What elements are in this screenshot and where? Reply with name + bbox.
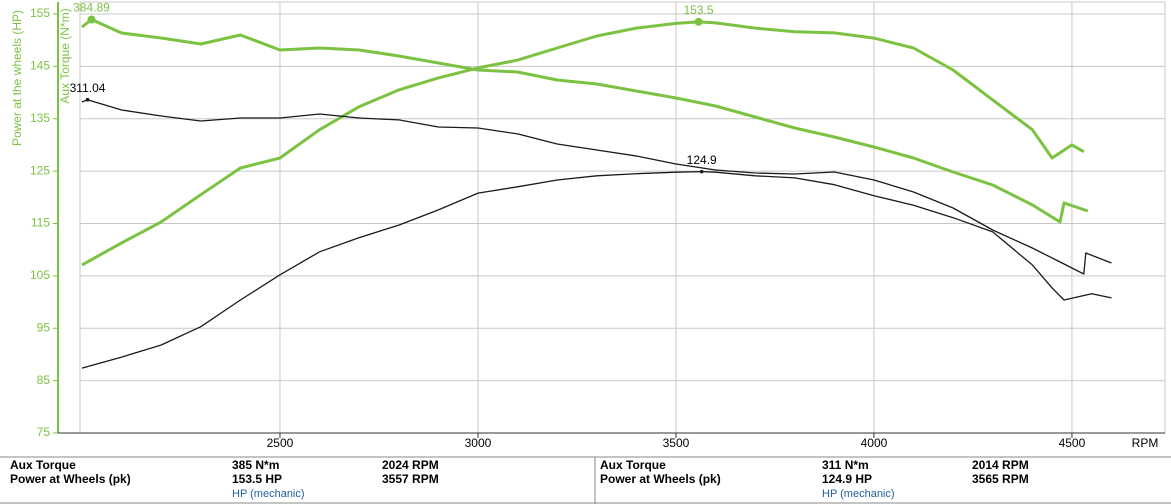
lines: 153.5 384.89 124.9 311.04 (70, 1, 1112, 369)
y-tick-label: 95 (37, 320, 51, 334)
peak-label: 384.89 (73, 1, 110, 15)
y-tick-label: 135 (30, 111, 50, 125)
series-line (81, 99, 1112, 275)
panel-cell: 2024 RPM (382, 458, 439, 472)
series-line (81, 170, 1112, 369)
panel-cell: 3557 RPM (382, 472, 439, 486)
x-axis-label: RPM (1132, 436, 1159, 450)
y-axis-label: Power at the wheels (HP) (10, 10, 24, 146)
y-tick-label: 145 (30, 59, 50, 73)
peak-label: 124.9 (687, 153, 717, 167)
y-tick-label: 85 (37, 373, 51, 387)
panel-note: HP (mechanic) (822, 488, 895, 500)
y-tick-label: 115 (31, 216, 50, 230)
panel-cell: Power at Wheels (pk) (600, 472, 721, 486)
series-line (81, 20, 1085, 267)
y-tick-label: 75 (37, 425, 51, 439)
panel-cell: 3565 RPM (972, 472, 1029, 486)
panel-cell: 385 N*m (232, 458, 279, 472)
x-tick-label: 4000 (861, 436, 888, 450)
peak-marker (85, 97, 90, 102)
panel-note: HP (mechanic) (232, 488, 305, 500)
x-tick-label: 4500 (1059, 436, 1086, 450)
panel-cell: Aux Torque (10, 458, 76, 472)
y2-axis-label: Aux Torque (N*m) (58, 8, 72, 103)
panel-cell: 311 N*m (822, 458, 869, 472)
x-tick-label: 3500 (663, 436, 690, 450)
panel-cell: Aux Torque (600, 458, 666, 472)
x-tick-label: 3000 (465, 436, 492, 450)
summary-panels: Aux Torque 385 N*m 2024 RPM Power at Wheels… (0, 456, 1171, 504)
panel-cell: 153.5 HP (232, 472, 282, 486)
series-line (81, 18, 1089, 224)
peak-marker (694, 17, 703, 26)
y-tick-label: 125 (30, 163, 50, 177)
peak-label: 153.5 (684, 3, 714, 17)
panel-cell: 124.9 HP (822, 472, 872, 486)
x-tick-label: 2500 (267, 436, 294, 450)
peak-label: 311.04 (70, 81, 106, 95)
y-tick-label: 155 (30, 6, 50, 20)
peak-marker (87, 15, 96, 24)
peak-marker (699, 169, 704, 174)
panel-cell: 2014 RPM (972, 458, 1029, 472)
panel-cell: Power at Wheels (pk) (10, 472, 131, 486)
y-tick-label: 105 (30, 268, 50, 282)
